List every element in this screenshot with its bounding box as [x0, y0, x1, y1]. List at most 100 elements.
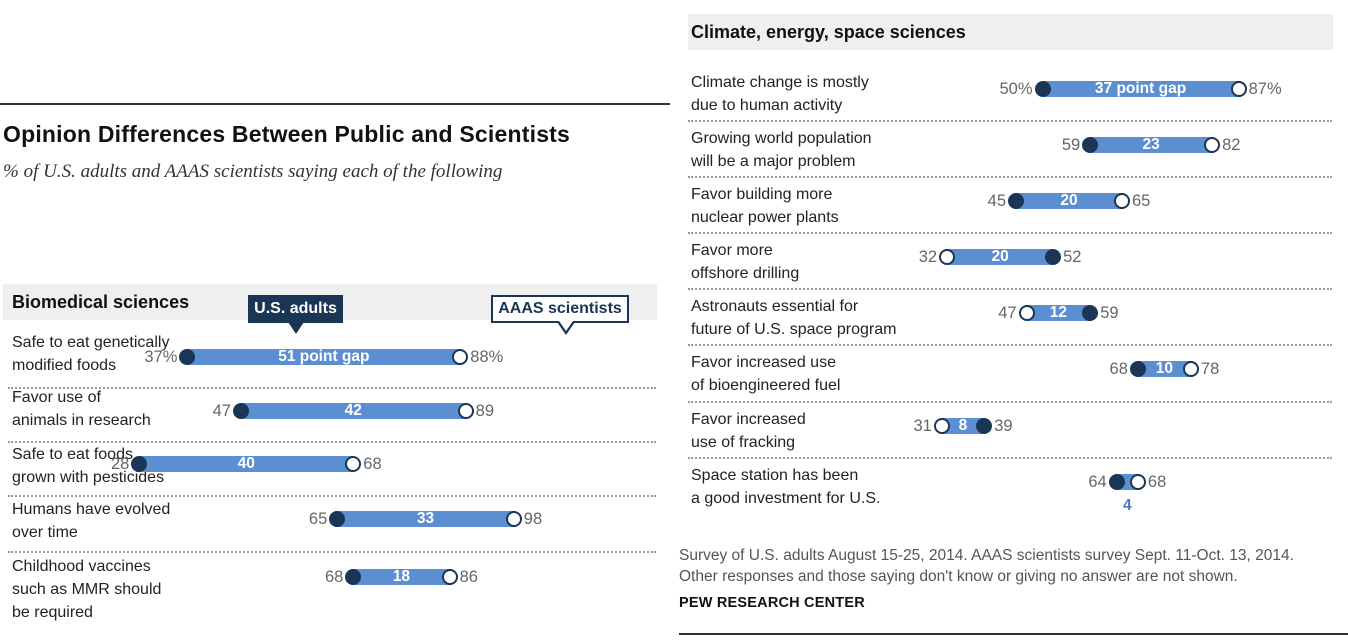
- row-label: Childhood vaccines such as MMR should be r…: [12, 555, 161, 624]
- us-adults-value: 39: [994, 417, 1013, 435]
- aaas-scientists-marker: [1204, 137, 1221, 153]
- source-line-2: Other responses and those saying don't k…: [679, 568, 1238, 585]
- row-label-line: use of fracking: [691, 434, 796, 451]
- row-label-line: Safe to eat genetically: [12, 334, 170, 351]
- us-adults-value: 45: [987, 192, 1006, 210]
- row-label: Astronauts essential for future of U.S. s…: [691, 295, 896, 341]
- row-label-line: future of U.S. space program: [691, 321, 897, 338]
- aaas-scientists-value: 47: [998, 304, 1017, 322]
- us-adults-marker: [1129, 361, 1146, 377]
- row-label-line: such as MMR should: [12, 581, 162, 598]
- legend-aaas-scientists-label: AAAS scientists: [498, 300, 622, 317]
- us-adults-value: 59: [1100, 304, 1119, 322]
- gap-bar: [240, 403, 466, 419]
- aaas-scientists-marker: [1114, 193, 1130, 209]
- row-label: Favor increased use of bioengineered fuel: [691, 351, 840, 397]
- row-label-line: Favor use of: [12, 389, 101, 406]
- aaas-scientists-value: 86: [459, 568, 478, 586]
- aaas-scientists-value: 32: [918, 248, 938, 266]
- gap-label: 42: [344, 402, 362, 419]
- aaas-scientists-marker: [1230, 81, 1247, 97]
- gap-bar: [187, 349, 461, 365]
- row-label-line: over time: [12, 524, 78, 541]
- row-label-line: animals in research: [12, 412, 151, 429]
- gap-label: 18: [392, 568, 411, 585]
- row-label-line: offshore drilling: [691, 265, 800, 282]
- gap-bar: [139, 456, 354, 472]
- row-separator: [688, 457, 1332, 459]
- us-adults-value: 59: [1061, 136, 1081, 154]
- gap-label: 10: [1155, 360, 1174, 377]
- us-adults-marker: [1008, 193, 1024, 209]
- row-separator: [688, 344, 1332, 346]
- aaas-scientists-marker: [505, 511, 522, 527]
- row-label-line: Favor increased: [691, 411, 806, 428]
- gap-bar: [337, 511, 514, 527]
- gap-label: 4: [1122, 497, 1132, 514]
- us-adults-value: 52: [1063, 248, 1082, 266]
- row-label-line: grown with pesticides: [12, 469, 165, 486]
- us-adults-marker: [329, 511, 346, 527]
- aaas-scientists-value: 68: [363, 455, 382, 473]
- gap-bar: [941, 418, 985, 434]
- row-separator: [688, 176, 1332, 178]
- bottom-rule-right: [679, 633, 1348, 635]
- gap-label: 12: [1049, 304, 1068, 321]
- row-label-line: modified foods: [12, 357, 117, 374]
- us-adults-marker: [131, 456, 148, 472]
- gap-label: 33: [416, 510, 435, 527]
- aaas-scientists-marker: [1182, 361, 1199, 377]
- row-label-line: Growing world population: [691, 130, 872, 147]
- us-adults-marker: [179, 349, 196, 365]
- aaas-scientists-value: 31: [913, 417, 932, 435]
- row-label-line: Humans have evolved: [12, 501, 171, 518]
- row-label: Space station has been a good investment …: [691, 464, 880, 510]
- row-separator: [688, 232, 1332, 234]
- row-label-line: will be a major problem: [691, 153, 856, 170]
- gap-label: 20: [991, 248, 1009, 265]
- legend-us-adults: U.S. adults: [248, 295, 343, 334]
- aaas-scientists-marker: [1018, 305, 1035, 321]
- gap-label: 51 point gap: [278, 348, 370, 365]
- row-separator: [688, 120, 1332, 122]
- us-adults-marker: [1108, 474, 1125, 490]
- us-adults-marker: [345, 569, 362, 585]
- gap-label: 40: [237, 455, 255, 472]
- gap-bar: [1137, 361, 1191, 377]
- aaas-scientists-value: 68: [1147, 473, 1167, 491]
- section-header-climate: [688, 14, 1333, 50]
- row-label-line: Childhood vaccines: [12, 558, 151, 575]
- legend-us-adults-label: U.S. adults: [254, 300, 337, 317]
- us-adults-value: 68: [1109, 360, 1128, 378]
- aaas-scientists-marker: [452, 349, 469, 365]
- us-adults-value: 47: [212, 402, 231, 420]
- aaas-scientists-value: 89: [475, 402, 494, 420]
- aaas-scientists-marker: [457, 403, 474, 419]
- legend-aaas-scientists: AAAS scientists: [491, 295, 629, 335]
- row-label-line: Favor increased use: [691, 354, 836, 371]
- us-adults-marker: [1034, 81, 1051, 97]
- aaas-scientists-marker: [933, 418, 950, 434]
- row-separator: [8, 495, 656, 497]
- aaas-scientists-value: 65: [1132, 192, 1151, 210]
- row-label: Climate change is mostly due to human act…: [691, 71, 869, 117]
- row-label: Humans have evolved over time: [12, 498, 170, 544]
- us-adults-value: 64: [1088, 473, 1107, 491]
- us-adults-marker: [232, 403, 249, 419]
- row-separator: [688, 288, 1332, 290]
- gap-bar: [1042, 81, 1239, 97]
- row-label: Safe to eat foods grown with pesticides: [12, 443, 164, 489]
- gap-bar: [353, 569, 450, 585]
- us-adults-marker: [976, 418, 993, 434]
- row-label-line: Astronauts essential for: [691, 298, 859, 315]
- section-title-biomedical: Biomedical sciences: [12, 292, 190, 312]
- source-note: Survey of U.S. adults August 15-25, 2014…: [679, 545, 1294, 587]
- row-label-line: Favor building more: [691, 186, 833, 203]
- row-separator: [8, 441, 656, 443]
- gap-label: 23: [1142, 136, 1160, 153]
- aaas-scientists-marker: [345, 456, 362, 472]
- gap-bar: [947, 249, 1054, 265]
- aaas-scientists-value: 87%: [1248, 80, 1282, 98]
- row-label-line: Space station has been: [691, 467, 859, 484]
- row-label: Favor building more nuclear power plants: [691, 183, 839, 229]
